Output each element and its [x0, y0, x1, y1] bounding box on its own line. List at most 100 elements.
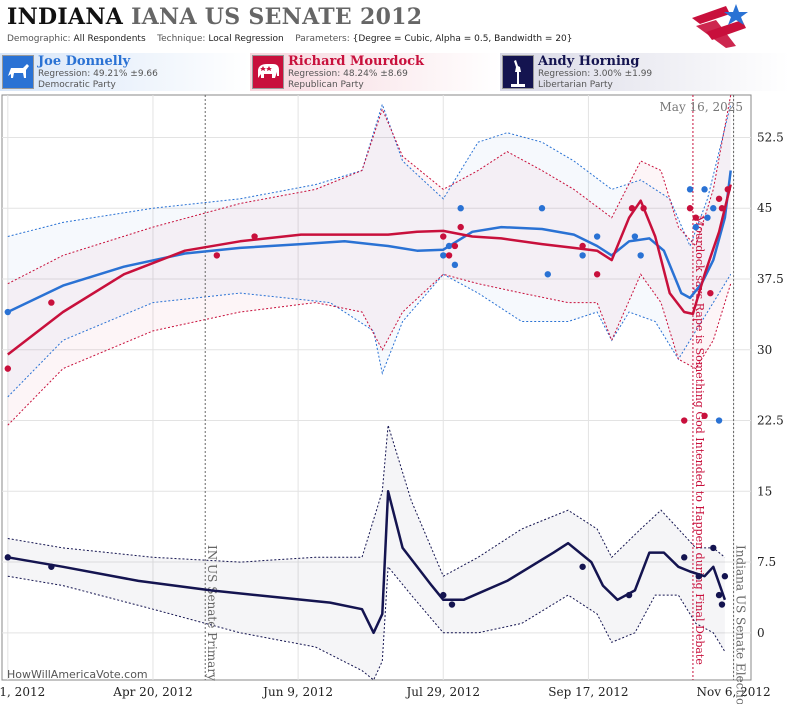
confidence-band — [7, 104, 731, 397]
parameters-line: Demographic: All Respondents Technique: … — [7, 34, 573, 44]
poll-point — [4, 554, 12, 561]
poll-point — [692, 214, 700, 221]
y-tick-label: 22.5 — [757, 414, 784, 428]
technique-label: Technique: — [157, 34, 206, 44]
poll-point — [628, 205, 636, 212]
title-state: INDIANA — [7, 4, 124, 30]
libertarian-statue-icon — [502, 55, 534, 89]
poll-point — [710, 205, 717, 212]
poll-point — [681, 417, 688, 424]
candidate-regression: Regression: 3.00% ±1.99 — [538, 69, 653, 79]
poll-point — [715, 591, 723, 599]
poll-point — [457, 205, 464, 212]
poll-point — [451, 242, 459, 250]
poll-point — [715, 417, 723, 424]
annotation-label: IN US Senate Primary — [205, 545, 219, 681]
poll-point — [579, 242, 586, 250]
poll-point — [579, 563, 586, 570]
title-race: IANA US SENATE 2012 — [131, 4, 423, 30]
poll-point — [701, 186, 708, 193]
parameters-value: {Degree = Cubic, Alpha = 0.5, Bandwidth … — [352, 34, 573, 44]
candidate-name: Andy Horning — [538, 54, 640, 69]
y-tick-label: 15 — [757, 484, 772, 498]
candidate-card-mourdock: Richard Mourdock Regression: 48.24% ±8.6… — [250, 53, 500, 91]
x-tick-label: Jul 29, 2012 — [404, 685, 480, 699]
poll-point — [681, 554, 688, 561]
democratic-donkey-icon — [2, 55, 34, 89]
poll-point — [692, 223, 700, 231]
poll-point — [704, 214, 711, 221]
y-tick-label: 45 — [757, 201, 772, 215]
candidate-party: Democratic Party — [38, 80, 116, 90]
poll-point — [637, 252, 644, 259]
confidence-band — [7, 425, 725, 680]
poll-point — [445, 242, 453, 250]
poll-point — [724, 186, 731, 193]
poll-point — [579, 252, 586, 259]
poll-point — [445, 252, 453, 259]
poll-point — [213, 252, 221, 259]
plot-area — [1, 94, 752, 681]
poll-point — [544, 271, 551, 278]
lower-bound-line — [7, 565, 726, 681]
x-tick-label: Mar 1, 2012 — [0, 685, 45, 699]
parameters-label: Parameters: — [295, 34, 350, 44]
lower-bound-line — [7, 273, 732, 398]
y-tick-label: 0 — [757, 626, 765, 640]
poll-point — [701, 412, 708, 420]
poll-point — [4, 365, 12, 372]
annotation-label: Mourdock says Rape is Something God Inte… — [693, 215, 706, 665]
poll-point — [593, 271, 601, 278]
poll-point — [707, 289, 714, 297]
poll-point — [538, 205, 546, 212]
republican-elephant-icon — [252, 55, 284, 89]
poll-point — [631, 233, 639, 240]
y-tick-label: 7.5 — [757, 555, 776, 569]
technique-value: Local Regression — [208, 34, 284, 44]
candidate-name: Richard Mourdock — [288, 54, 425, 69]
upper-bound-line — [7, 102, 732, 248]
lower-bound-line — [7, 273, 732, 426]
y-tick-label: 52.5 — [757, 130, 784, 144]
x-tick-label: Sep 17, 2012 — [548, 685, 628, 699]
site-logo-icon — [692, 4, 748, 48]
upper-bound-line — [7, 425, 726, 577]
demographic-label: Demographic: — [7, 34, 71, 44]
poll-point — [440, 591, 447, 599]
candidate-card-horning: Andy Horning Regression: 3.00% ±1.99 Lib… — [500, 53, 789, 91]
annotation-label: Indiana US Senate Election — [734, 545, 748, 704]
poll-point — [718, 601, 726, 608]
page-title: INDIANA IANA US SENATE 2012 — [7, 4, 422, 30]
poll-point — [440, 252, 447, 259]
regression-line — [7, 184, 732, 356]
candidate-name: Joe Donnelly — [38, 54, 131, 69]
candidate-party: Republican Party — [288, 80, 364, 90]
poll-point — [440, 233, 447, 240]
confidence-band — [7, 95, 731, 426]
x-tick-label: Jun 9, 2012 — [261, 685, 333, 699]
poll-point — [718, 205, 726, 212]
watermark: HowWillAmericaVote.com — [7, 668, 148, 681]
candidate-card-donnelly: Joe Donnelly Regression: 49.21% ±9.66 De… — [0, 53, 250, 91]
poll-point — [448, 601, 456, 608]
regression-line — [7, 490, 727, 635]
poll-point — [4, 308, 12, 316]
demographic-value: All Respondents — [73, 34, 146, 44]
candidate-party: Libertarian Party — [538, 80, 613, 90]
y-tick-label: 30 — [757, 343, 772, 357]
poll-point — [593, 233, 601, 240]
regression-line — [7, 170, 732, 314]
poll-point — [686, 205, 694, 212]
candidate-regression: Regression: 49.21% ±9.66 — [38, 69, 158, 79]
x-tick-label: Nov 6, 2012 — [697, 685, 771, 699]
poll-point — [251, 233, 258, 240]
poll-point — [451, 261, 459, 269]
poll-point — [695, 573, 702, 580]
poll-point — [640, 205, 647, 212]
poll-point — [721, 573, 729, 580]
poll-point — [48, 563, 55, 570]
candidate-regression: Regression: 48.24% ±8.69 — [288, 69, 408, 79]
poll-point — [48, 299, 55, 306]
poll-point — [625, 591, 633, 599]
